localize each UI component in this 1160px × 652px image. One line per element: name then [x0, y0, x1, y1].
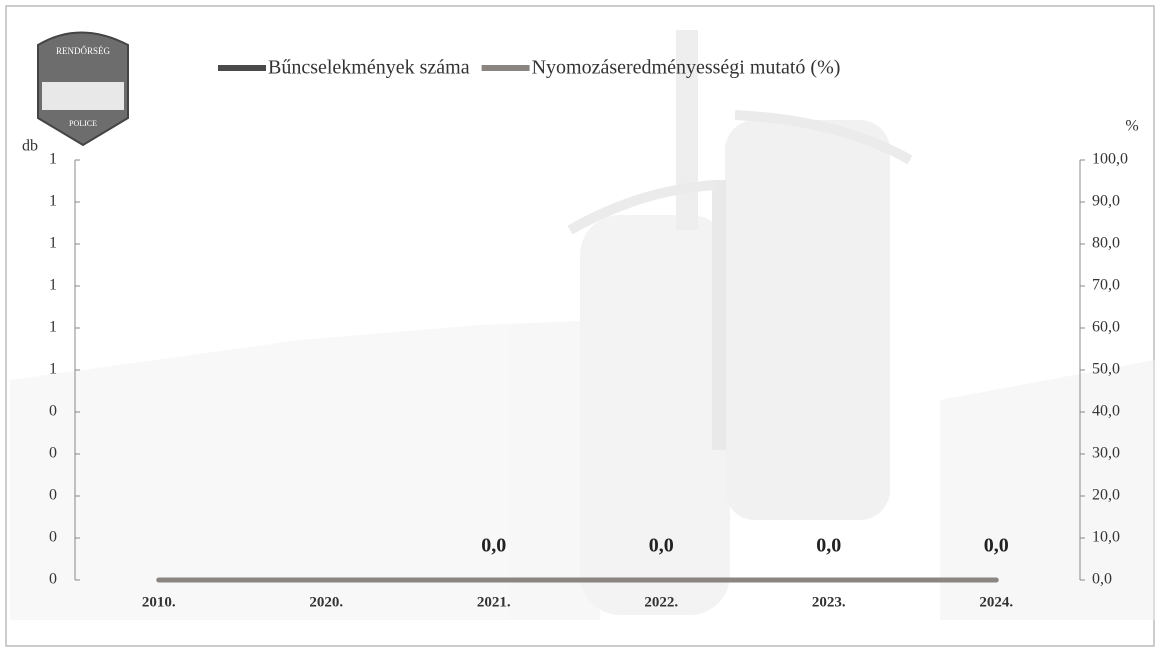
x-tick-label: 2010. — [142, 594, 176, 610]
data-label: 0,0 — [984, 535, 1009, 557]
x-tick-label: 2020. — [309, 594, 343, 610]
y-tick-label: 1 — [49, 151, 57, 168]
y-tick-label: 0 — [49, 487, 57, 504]
x-tick-label: 2021. — [477, 594, 511, 610]
y-tick-label: 1 — [49, 361, 57, 378]
y2-axis-title: % — [1125, 118, 1138, 135]
y2-tick-label: 60,0 — [1092, 319, 1120, 336]
y2-tick-label: 90,0 — [1092, 193, 1120, 210]
y-tick-label: 1 — [49, 319, 57, 336]
legend-label: Bűncselekmények száma — [268, 57, 470, 79]
logo-bottom-text: POLICE — [69, 119, 97, 128]
y2-tick-label: 20,0 — [1092, 487, 1120, 504]
y2-tick-label: 10,0 — [1092, 529, 1120, 546]
y-axis-title: db — [22, 138, 38, 155]
y-tick-label: 0 — [49, 403, 57, 420]
legend-swatch — [218, 65, 266, 71]
x-tick-label: 2022. — [644, 594, 678, 610]
y-tick-label: 1 — [49, 235, 57, 252]
chart: RENDŐRSÉG POLICE db % 000001111110,010,0… — [0, 0, 1160, 652]
x-tick-label: 2023. — [812, 594, 846, 610]
logo-top-text: RENDŐRSÉG — [56, 46, 111, 56]
data-label: 0,0 — [649, 535, 674, 557]
y-tick-label: 1 — [49, 193, 57, 210]
y2-tick-label: 50,0 — [1092, 361, 1120, 378]
x-tick-label: 2024. — [979, 594, 1013, 610]
y2-tick-label: 30,0 — [1092, 445, 1120, 462]
y-tick-label: 0 — [49, 529, 57, 546]
y-tick-label: 0 — [49, 445, 57, 462]
y2-tick-label: 70,0 — [1092, 277, 1120, 294]
y-tick-label: 0 — [49, 571, 57, 588]
data-label: 0,0 — [481, 535, 506, 557]
y2-tick-label: 0,0 — [1092, 571, 1112, 588]
page: RENDŐRSÉG POLICE db % 000001111110,010,0… — [0, 0, 1160, 652]
data-label: 0,0 — [816, 535, 841, 557]
legend-label: Nyomozáseredményességi mutató (%) — [532, 57, 841, 79]
y2-tick-label: 40,0 — [1092, 403, 1120, 420]
y2-tick-label: 100,0 — [1092, 151, 1128, 168]
y2-tick-label: 80,0 — [1092, 235, 1120, 252]
legend-swatch — [482, 65, 530, 71]
y-tick-label: 1 — [49, 277, 57, 294]
